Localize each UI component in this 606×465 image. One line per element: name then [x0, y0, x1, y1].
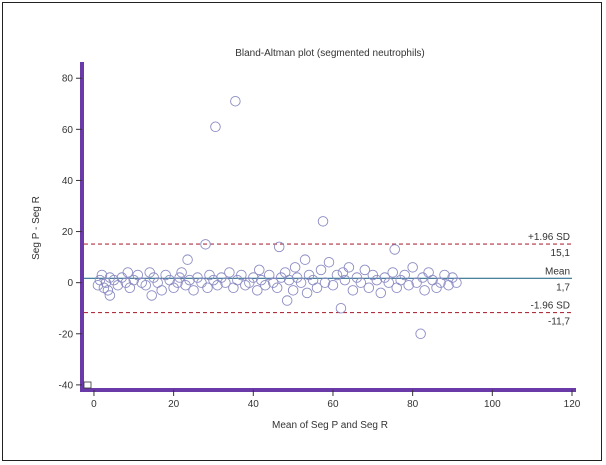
data-point — [271, 282, 283, 294]
data-point — [315, 264, 327, 276]
data-point — [371, 274, 383, 286]
data-point — [202, 282, 213, 294]
x-tick-label: 60 — [327, 399, 339, 410]
reference-line-value: 15,1 — [551, 248, 571, 259]
data-point — [200, 239, 211, 250]
x-axis-label: Mean of Seg P and Seg R — [272, 420, 388, 431]
chart-title: Bland-Altman plot (segmented neutrophils… — [235, 48, 425, 59]
data-point — [323, 256, 335, 268]
reference-line-value: 1,7 — [556, 282, 570, 293]
data-point — [439, 269, 450, 281]
data-point — [317, 216, 329, 227]
data-point — [389, 244, 400, 255]
data-point — [347, 285, 359, 296]
data-point — [355, 277, 367, 288]
data-point — [146, 290, 157, 301]
data-point — [295, 277, 307, 288]
data-point — [252, 285, 263, 296]
data-point — [375, 287, 387, 299]
data-point — [176, 267, 187, 278]
data-point — [359, 264, 371, 276]
data-point — [260, 279, 271, 291]
data-point — [311, 282, 323, 294]
data-point — [417, 272, 428, 283]
reference-lines: +1.96 SD 15,1 Mean 1,7 -1.96 SD -11,7 — [84, 232, 572, 328]
axes: -40 -20 0 20 40 60 80 0 20 40 60 80 100 120 — [59, 62, 581, 410]
data-point — [387, 267, 398, 278]
data-point — [220, 277, 231, 288]
data-point — [140, 279, 151, 291]
reference-line-label: -1.96 SD — [531, 301, 570, 312]
data-point — [343, 262, 355, 273]
y-tick-label: -20 — [59, 329, 74, 340]
data-point — [156, 285, 167, 296]
x-tick-label: 80 — [407, 399, 419, 410]
reference-line-label: Mean — [545, 266, 570, 277]
data-point — [273, 241, 285, 253]
data-point — [403, 279, 414, 291]
data-point — [335, 302, 347, 314]
y-tick-label: 80 — [62, 74, 74, 85]
y-tick-label: 60 — [62, 125, 74, 136]
x-tick-label: 0 — [91, 399, 97, 410]
data-point — [188, 285, 199, 296]
data-point — [281, 295, 293, 306]
data-point — [327, 279, 339, 291]
data-point — [122, 267, 134, 278]
data-point — [224, 267, 235, 278]
chart-frame — [2, 2, 602, 461]
data-point — [287, 285, 299, 296]
data-point — [182, 254, 193, 265]
data-point — [331, 269, 343, 281]
data-point — [299, 254, 311, 265]
y-axis-label: Seg P - Seg R — [31, 196, 42, 260]
reference-line-label: +1.96 SD — [528, 232, 570, 243]
reference-line-value: -11,7 — [548, 317, 570, 328]
data-point — [184, 274, 195, 286]
data-point — [363, 282, 375, 294]
x-tick-label: 20 — [168, 399, 180, 410]
data-points — [92, 95, 462, 340]
x-tick-label: 100 — [484, 399, 501, 410]
data-point — [172, 277, 183, 288]
data-point — [210, 121, 221, 133]
data-point — [339, 274, 351, 286]
data-point — [230, 95, 241, 107]
data-point — [254, 264, 265, 276]
data-point — [102, 285, 114, 296]
x-tick-label: 120 — [564, 399, 581, 410]
data-point — [174, 272, 185, 283]
data-point — [415, 328, 426, 340]
data-point — [248, 272, 259, 283]
y-tick-label: -40 — [59, 380, 74, 391]
data-point — [419, 285, 430, 296]
data-point — [399, 269, 410, 281]
data-point — [383, 277, 394, 288]
data-point — [319, 277, 331, 288]
y-tick-label: 0 — [67, 278, 73, 289]
data-point — [104, 290, 116, 301]
data-point — [301, 287, 313, 299]
y-tick-label: 40 — [62, 176, 74, 187]
data-point — [411, 277, 422, 288]
data-point — [289, 262, 301, 273]
data-point — [283, 274, 295, 286]
data-point — [92, 279, 104, 291]
x-tick-label: 40 — [248, 399, 260, 410]
data-point — [451, 277, 462, 288]
data-point — [236, 269, 247, 281]
data-point — [407, 262, 418, 273]
y-tick-label: 20 — [62, 227, 74, 238]
corner-marker — [83, 381, 92, 389]
